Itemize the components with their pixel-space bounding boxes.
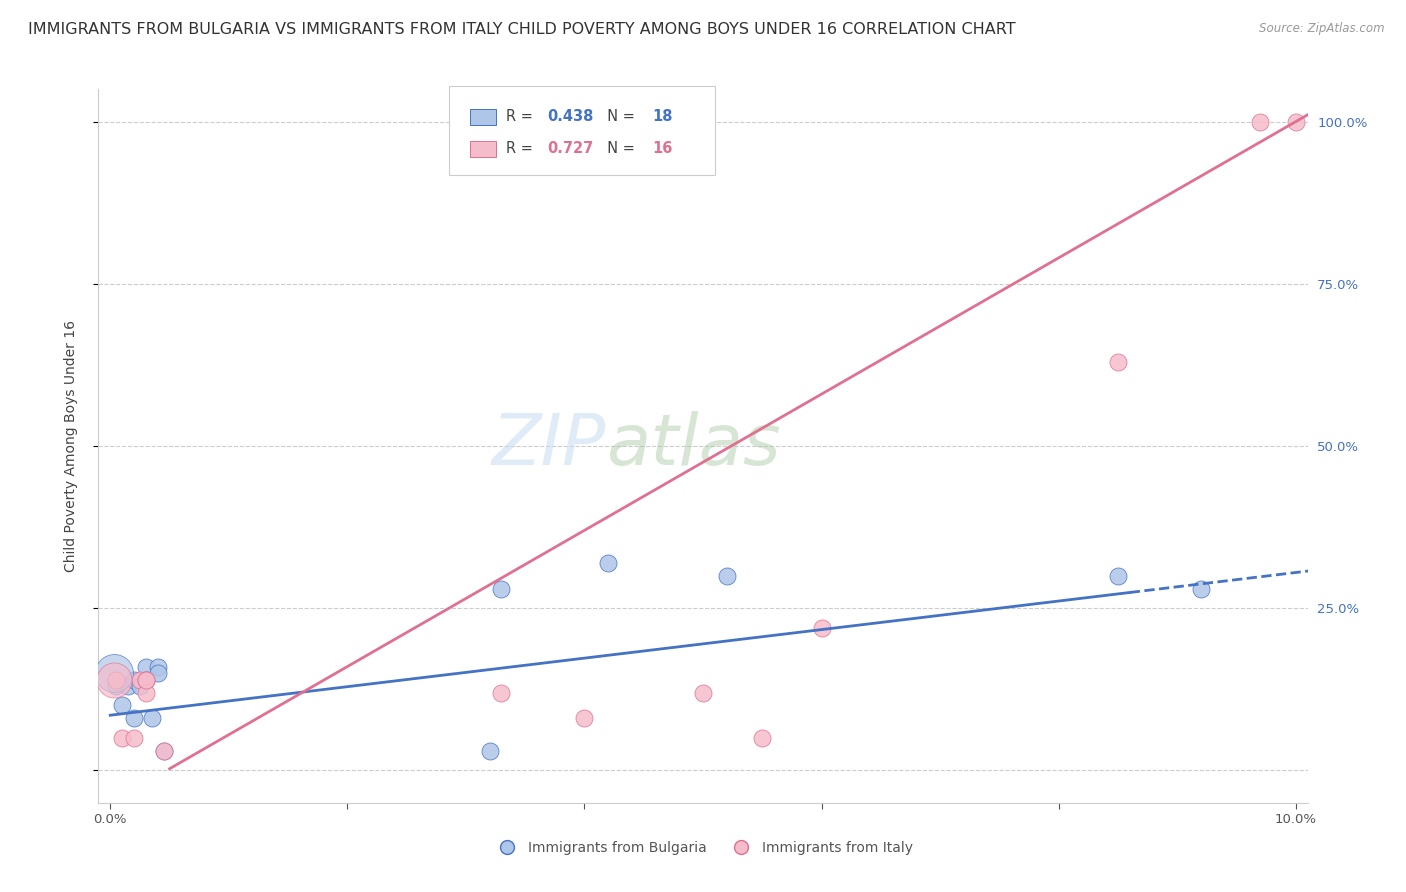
Text: 16: 16 (652, 141, 672, 156)
Point (103, 666, 125, 681)
Point (692, 685, 714, 699)
Point (135, 659, 157, 673)
Point (129, 679, 152, 693)
Point (491, 582, 513, 596)
Point (152, 744, 174, 758)
Text: 0.438: 0.438 (547, 109, 593, 124)
Text: ZIP: ZIP (492, 411, 606, 481)
Point (146, 666, 169, 681)
Text: IMMIGRANTS FROM BULGARIA VS IMMIGRANTS FROM ITALY CHILD POVERTY AMONG BOYS UNDER: IMMIGRANTS FROM BULGARIA VS IMMIGRANTS F… (28, 22, 1015, 37)
Point (1189, 582, 1212, 596)
Point (810, 621, 832, 635)
Point (146, 659, 169, 673)
Legend: Immigrants from Bulgaria, Immigrants from Italy: Immigrants from Bulgaria, Immigrants fro… (488, 835, 918, 860)
Point (1249, 114, 1271, 128)
Point (105, 679, 128, 693)
Point (122, 731, 145, 745)
Text: N =: N = (598, 109, 640, 124)
Text: 0.727: 0.727 (547, 141, 593, 156)
Point (122, 711, 145, 725)
Point (103, 673, 125, 687)
Text: N =: N = (598, 141, 640, 156)
Point (574, 711, 596, 725)
FancyBboxPatch shape (470, 141, 496, 157)
Text: atlas: atlas (606, 411, 780, 481)
Point (135, 673, 157, 687)
Point (1107, 568, 1129, 582)
Point (751, 731, 773, 745)
Point (716, 568, 738, 582)
Text: R =: R = (506, 141, 537, 156)
Point (598, 556, 620, 570)
Point (1107, 354, 1129, 368)
Point (478, 744, 501, 758)
Text: Source: ZipAtlas.com: Source: ZipAtlas.com (1260, 22, 1385, 36)
Point (135, 673, 157, 687)
Point (491, 685, 513, 699)
Point (105, 673, 128, 687)
Point (1285, 114, 1308, 128)
Point (135, 685, 157, 699)
Y-axis label: Child Poverty Among Boys Under 16: Child Poverty Among Boys Under 16 (63, 320, 77, 572)
FancyBboxPatch shape (449, 86, 716, 175)
Point (111, 731, 134, 745)
Point (141, 711, 163, 725)
Point (135, 673, 157, 687)
Point (152, 744, 174, 758)
Point (117, 679, 139, 693)
Point (129, 673, 152, 687)
Point (111, 698, 134, 713)
FancyBboxPatch shape (470, 109, 496, 125)
Text: 18: 18 (652, 109, 672, 124)
Point (122, 673, 145, 687)
Text: R =: R = (506, 109, 537, 124)
